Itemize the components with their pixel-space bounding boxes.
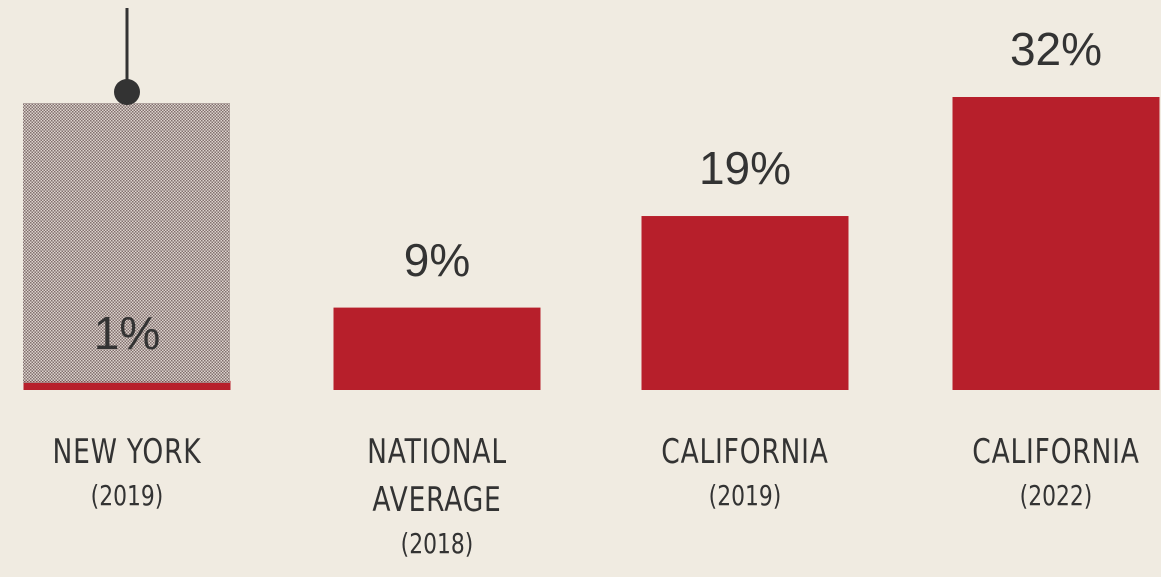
bar (641, 216, 849, 390)
value-label: 1% (94, 307, 160, 359)
bar (952, 97, 1160, 390)
category-name: CALIFORNIA (661, 432, 829, 472)
value-label: 9% (404, 234, 470, 286)
highlight-box (23, 103, 230, 383)
value-label: 19% (699, 142, 791, 194)
category-year: (2019) (708, 479, 782, 512)
category-label: CALIFORNIA (2019) (644, 428, 847, 516)
bar (23, 380, 231, 390)
category-label: NEW YORK (2019) (26, 428, 229, 516)
category-label: NATIONAL AVERAGE (2018) (336, 428, 539, 564)
category-year: (2018) (400, 527, 474, 560)
bar (333, 307, 541, 390)
category-name: NATIONAL AVERAGE (367, 432, 507, 520)
category-year: (2019) (90, 479, 164, 512)
category-name: NEW YORK (52, 432, 202, 472)
category-name: CALIFORNIA (972, 432, 1140, 472)
category-year: (2022) (1019, 479, 1093, 512)
pin-head (114, 79, 140, 105)
value-label: 32% (1010, 23, 1102, 75)
category-label: CALIFORNIA (2022) (955, 428, 1158, 516)
